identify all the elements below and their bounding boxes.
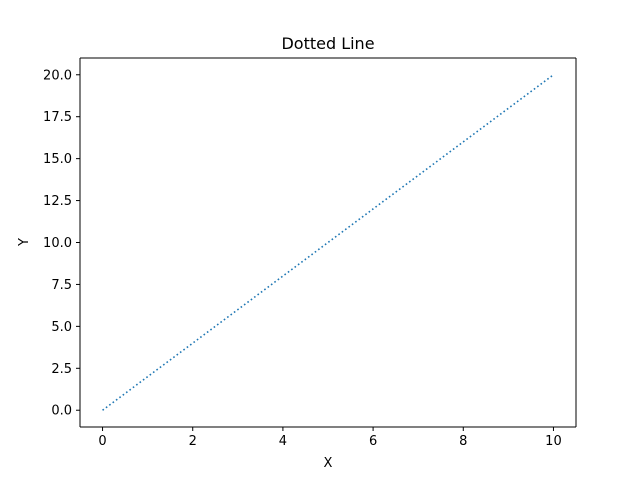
chart-title: Dotted Line	[281, 34, 374, 53]
y-tick-label: 15.0	[43, 152, 72, 167]
x-tick-label: 4	[279, 434, 287, 449]
x-tick-label: 2	[189, 434, 197, 449]
y-axis-label: Y	[17, 238, 32, 247]
y-tick-label: 12.5	[43, 194, 72, 209]
x-axis-label: X	[324, 456, 333, 471]
y-tick-label: 20.0	[43, 68, 72, 83]
plot-area: 0 2 4 6 8 10 0.0 2.5 5.0 7.5 10.0 12.5 15.0 17.5 20.0	[43, 57, 577, 449]
y-tick-label: 7.5	[51, 278, 72, 293]
y-tick-label: 5.0	[51, 320, 72, 335]
x-tick-label: 10	[545, 434, 562, 449]
series-line-0	[102, 74, 554, 411]
x-tick-label: 0	[98, 434, 106, 449]
y-tick-label: 0.0	[51, 404, 72, 419]
y-tick-label: 10.0	[43, 236, 72, 251]
y-tick-label: 17.5	[43, 110, 72, 125]
x-tick-label: 8	[459, 434, 467, 449]
y-tick-label: 2.5	[51, 362, 72, 377]
x-tick-label: 6	[369, 434, 377, 449]
